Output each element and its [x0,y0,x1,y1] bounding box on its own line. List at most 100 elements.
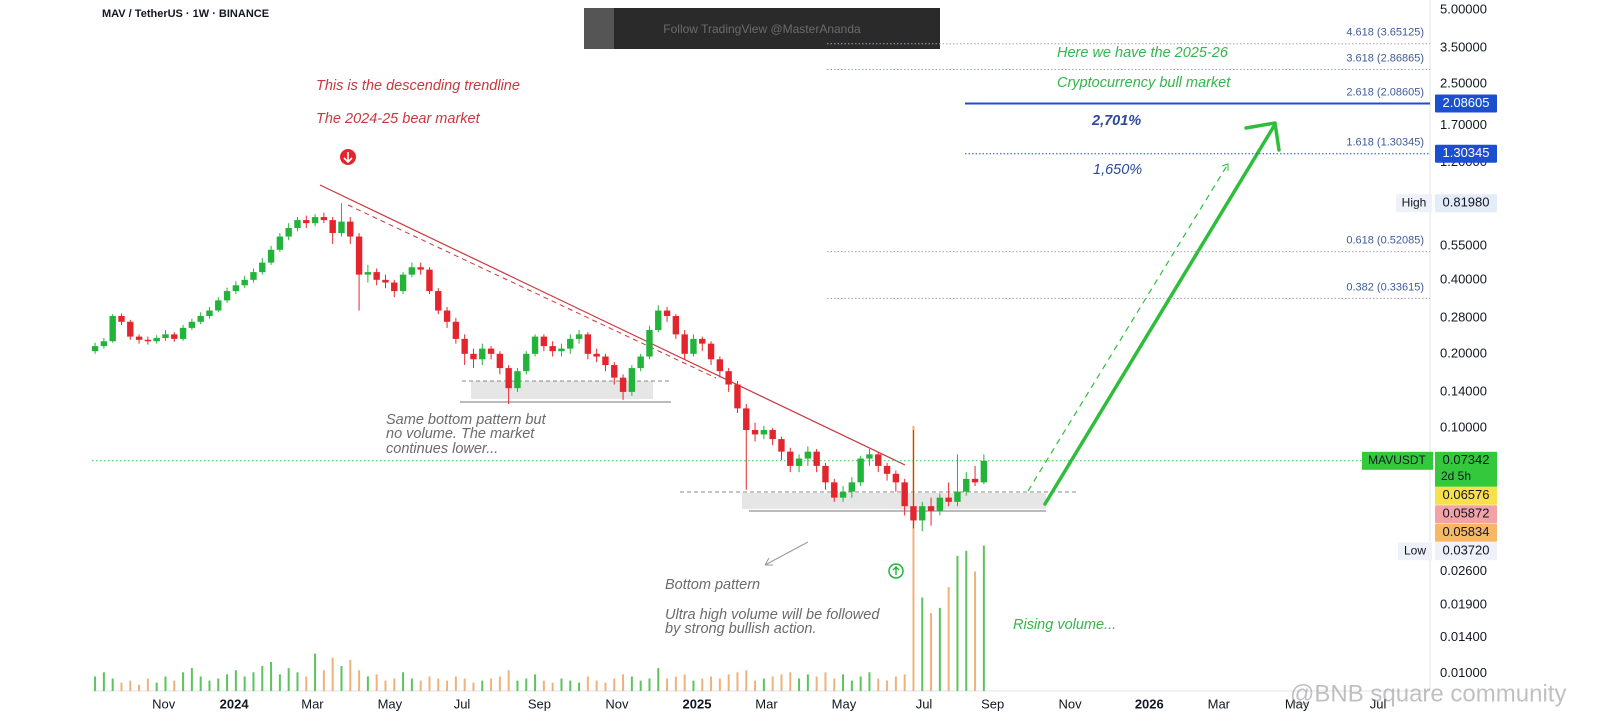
volume-bar [463,678,466,691]
candle-body [716,359,724,372]
x-tick-label: 2024 [220,696,250,711]
annotation: Cryptocurrency bull market [1057,75,1231,91]
volume-bar [569,680,572,691]
candle-body [769,429,776,440]
volume-bar [217,678,220,691]
y-tick-label: 0.14000 [1440,383,1487,398]
candle-body [963,478,970,492]
volume-bar [745,670,748,691]
fib-label: 3.618 (2.86865) [1346,52,1424,64]
volume-bar [208,680,211,691]
volume-bar [120,682,123,691]
x-tick-label: Mar [301,696,324,711]
candle-body [259,262,266,273]
y-tick-label: 0.20000 [1440,345,1487,360]
zone [742,493,1046,509]
volume-bar [780,674,783,691]
candle-body [945,497,952,502]
x-tick-label: 2025 [683,696,712,711]
volume-bar [930,613,933,691]
candle-body [787,451,794,466]
volume-bar [842,674,845,691]
ma-tag-box [1435,505,1497,524]
candle-body [241,279,248,286]
candle-body [971,478,979,483]
candle-body [619,377,627,392]
volume-bar [947,587,950,691]
x-tick-label: Sep [981,696,1004,711]
volume-bar [710,676,713,691]
candle-body [637,356,644,369]
candle-body [452,321,460,339]
candle-body [303,220,310,224]
low-tag: 0.03720 [1443,543,1490,558]
candle-body [575,334,583,339]
candle-body [505,368,512,389]
candle-body [734,384,741,409]
candle-body [179,327,187,339]
volume-bar [481,680,484,691]
volume-bar [639,680,642,691]
candle-body [646,330,653,357]
volume-bar [358,670,361,691]
candle-body [479,348,486,360]
volume-bar [683,674,686,691]
candle-body [567,338,574,349]
candle-body [611,365,618,378]
candle-body [927,506,935,511]
candle-body [831,482,838,498]
volume-bar [296,672,299,691]
candle-body [954,491,961,502]
x-tick-label: Mar [755,696,778,711]
ma-tag: 0.05872 [1443,506,1490,521]
volume-bar [322,670,325,691]
low-name: Low [1404,543,1426,557]
y-tick-label: 0.01900 [1440,597,1487,612]
candle-body [760,429,768,435]
candle-body [681,334,688,354]
volume-bar [138,684,141,691]
volume-bar [921,597,924,691]
volume-bar [974,571,977,691]
candle-body [866,454,873,459]
fib-label: 4.618 (3.65125) [1346,27,1424,39]
volume-bar [173,680,176,691]
volume-bar [164,676,167,691]
high-tag-box [1435,194,1497,213]
volume-bar [868,672,871,691]
candle-body [285,227,292,237]
volume-bar [129,680,132,691]
volume-bar [912,426,915,691]
volume-bar [94,676,97,691]
candle-body [382,279,389,283]
candle-body [347,221,354,237]
volume-bar [287,668,290,691]
candle-body [443,310,451,322]
layout [92,0,1431,692]
candle-body [558,348,565,352]
candle-body [391,282,398,292]
candle-body [725,371,732,385]
volume-bar [472,682,475,691]
volume-bar [674,676,677,691]
candle-body [329,220,336,234]
candle-body [593,353,600,357]
x-tick-label: May [378,696,403,711]
volume-bar [234,670,237,691]
volume-bar [454,676,457,691]
x-tick-label: Jul [1370,696,1387,711]
volume-bar [595,680,598,691]
volume-bar [331,657,334,691]
annotation: Rising volume... [1013,617,1116,633]
volume-bar [490,678,493,691]
x-tick-label: Jul [454,696,471,711]
annotation: no volume. The market [386,426,535,442]
candle-body [338,221,345,234]
fib-tag: 1.30345 [1443,145,1490,160]
watermark-box [584,8,940,49]
candle-body [118,316,125,322]
candle-body [223,291,231,301]
y-tick-label: 0.01000 [1440,665,1487,680]
volume-bar [340,666,343,691]
candle-body [540,336,548,347]
